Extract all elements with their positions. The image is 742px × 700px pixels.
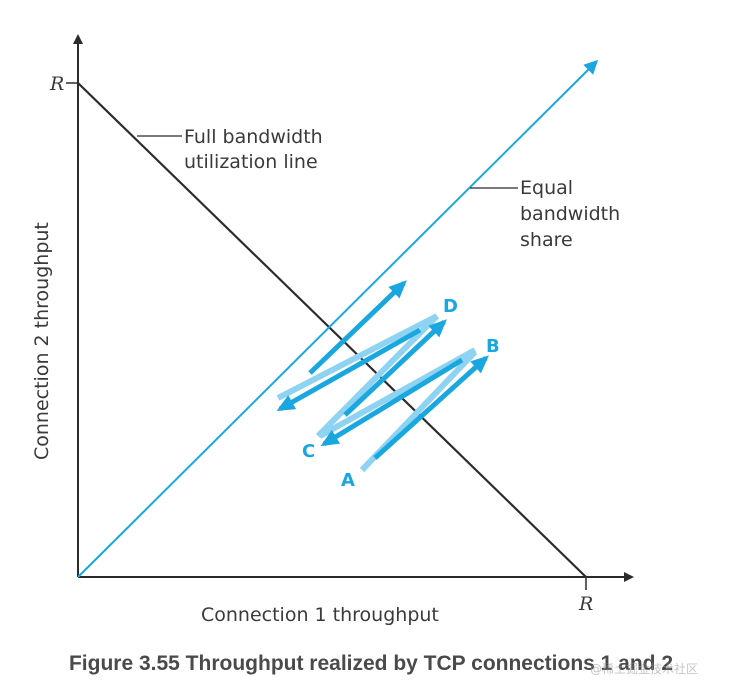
point-label-c: C bbox=[302, 441, 315, 462]
trajectory-faint-b-c bbox=[318, 347, 477, 439]
figure-caption: Figure 3.55 Throughput realized by TCP c… bbox=[68, 652, 674, 675]
equal-share-label-3: share bbox=[520, 229, 573, 251]
equal-share-label-1: Equal bbox=[520, 177, 573, 199]
trajectory-faint-d-e bbox=[276, 313, 439, 401]
trajectory-arrow-d-to-left bbox=[276, 327, 422, 412]
full-bandwidth-label-2: utilization line bbox=[184, 151, 318, 173]
trajectory-arrow-b-to-c bbox=[320, 357, 464, 447]
point-label-d: D bbox=[443, 296, 458, 317]
trajectory-arrow-a-to-b bbox=[373, 355, 489, 460]
full-bandwidth-label-1: Full bandwidth bbox=[184, 126, 323, 148]
y-axis-r-label: R bbox=[49, 73, 64, 95]
equal-share-line bbox=[77, 59, 599, 578]
equal-share-label-2: bandwidth bbox=[520, 203, 620, 225]
trajectory-arrow-c-to-d bbox=[343, 319, 447, 417]
trajectory-faint-c-d bbox=[315, 313, 440, 439]
full-bandwidth-line bbox=[77, 82, 587, 578]
point-label-a: A bbox=[341, 470, 355, 491]
point-label-b: B bbox=[486, 336, 500, 357]
y-axis-title: Connection 2 throughput bbox=[31, 222, 53, 460]
watermark: @稀土掘金技术社区 bbox=[590, 662, 699, 676]
trajectory-arrow-final-up bbox=[308, 280, 407, 375]
x-axis-r-label: R bbox=[578, 593, 593, 615]
x-axis-title: Connection 1 throughput bbox=[201, 604, 439, 626]
